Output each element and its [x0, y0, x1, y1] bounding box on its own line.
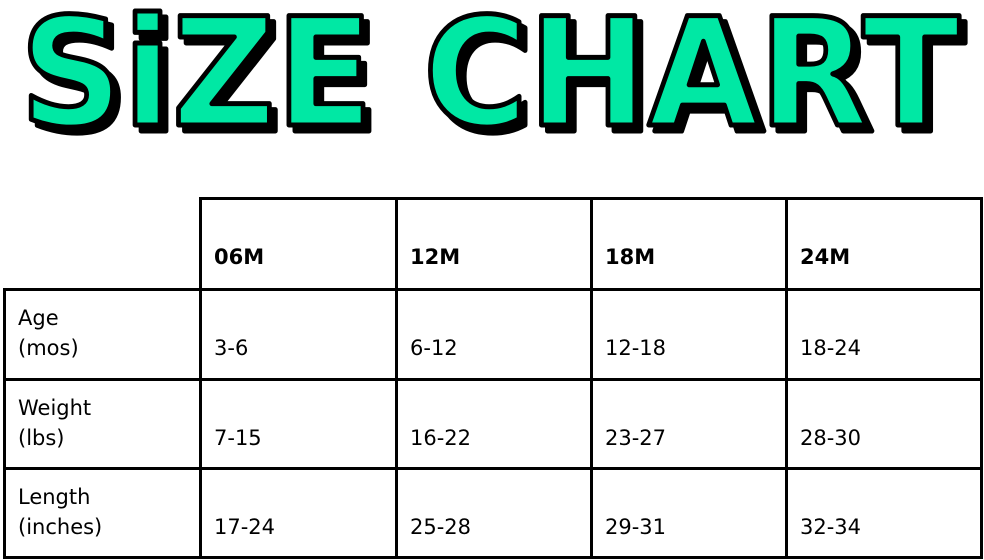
- table-cell: 3-6: [214, 336, 249, 360]
- grid-line: [3, 378, 983, 381]
- row-label: Weight (lbs): [18, 393, 91, 453]
- grid-line: [980, 197, 983, 559]
- table-cell: 29-31: [605, 515, 667, 539]
- table-cell: 7-15: [214, 426, 262, 450]
- column-header: 12M: [410, 245, 461, 269]
- row-label-line2: (inches): [18, 515, 103, 539]
- grid-line: [590, 197, 593, 559]
- column-header: 06M: [214, 245, 265, 269]
- row-label-line1: Age: [18, 306, 59, 330]
- column-header: 18M: [605, 245, 656, 269]
- table-cell: 16-22: [410, 426, 472, 450]
- row-label: Age (mos): [18, 303, 79, 363]
- table-cell: 25-28: [410, 515, 472, 539]
- grid-line: [3, 288, 6, 559]
- grid-line: [3, 556, 983, 559]
- grid-line: [3, 467, 983, 470]
- table-cell: 6-12: [410, 336, 458, 360]
- row-label-line2: (lbs): [18, 426, 65, 450]
- row-label-line1: Length: [18, 485, 91, 509]
- row-label-line1: Weight: [18, 396, 92, 420]
- table-cell: 18-24: [800, 336, 862, 360]
- grid-line: [3, 288, 983, 291]
- table-cell: 28-30: [800, 426, 862, 450]
- row-label: Length (inches): [18, 482, 102, 542]
- table-cell: 23-27: [605, 426, 667, 450]
- title-text: SiZE CHART: [20, 0, 960, 161]
- grid-line: [395, 197, 398, 559]
- table-cell: 32-34: [800, 515, 862, 539]
- grid-line: [199, 197, 202, 559]
- table-cell: 17-24: [214, 515, 276, 539]
- row-label-line2: (mos): [18, 336, 79, 360]
- column-header: 24M: [800, 245, 851, 269]
- grid-line: [785, 197, 788, 559]
- table-cell: 12-18: [605, 336, 667, 360]
- size-chart-title: SiZE CHART: [18, 0, 963, 164]
